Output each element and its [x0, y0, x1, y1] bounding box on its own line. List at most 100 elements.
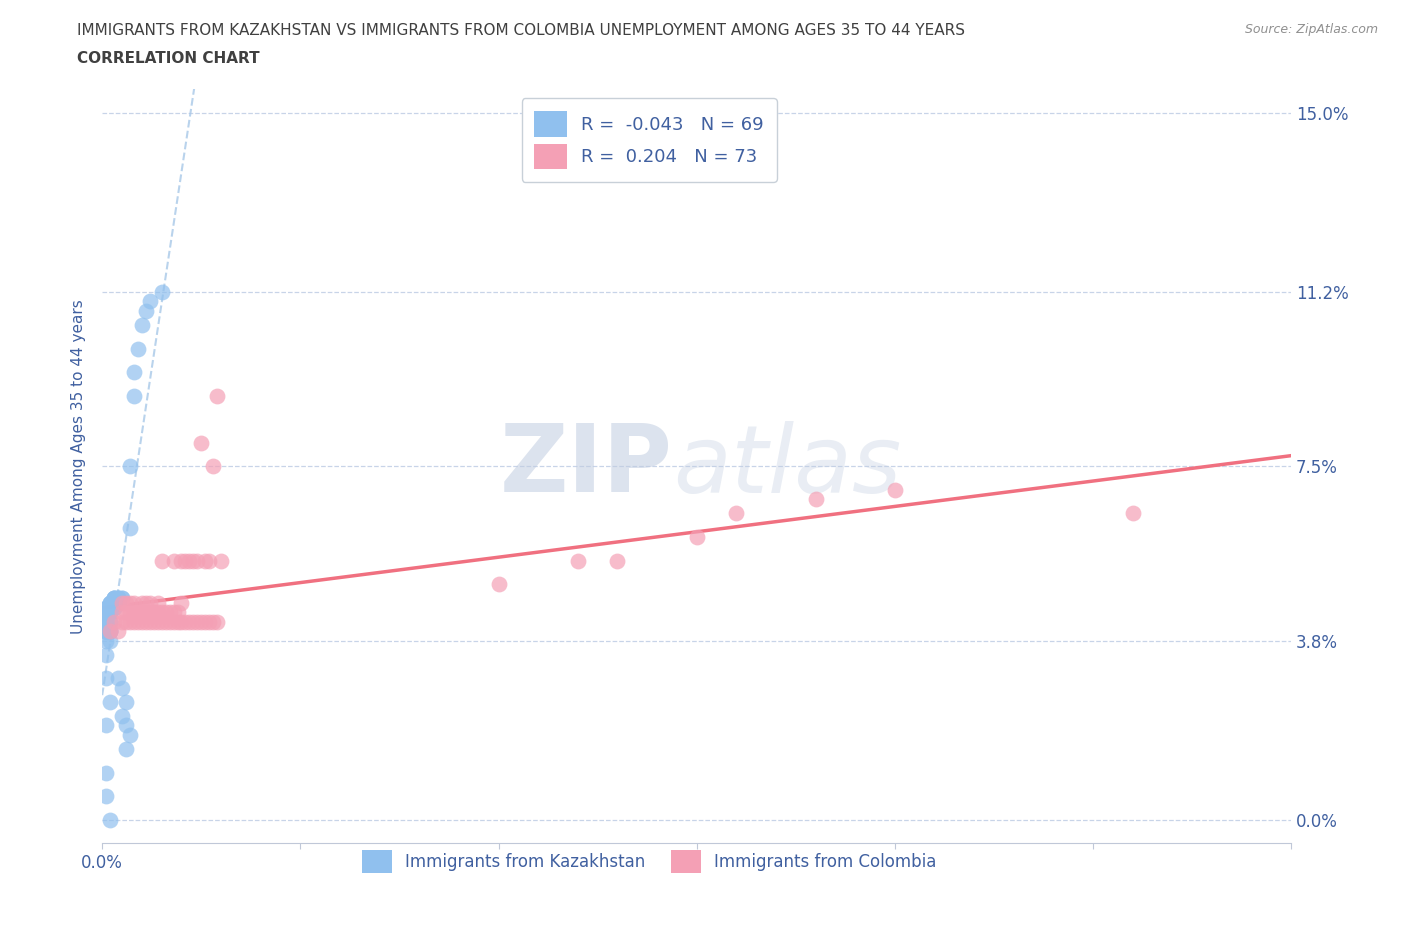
Point [103, 595, 125, 610]
Point [142, 604, 165, 619]
Point [96, 624, 118, 639]
Point [118, 520, 141, 535]
Point [150, 604, 173, 619]
Point [131, 615, 153, 630]
Point [183, 553, 205, 568]
Point [122, 388, 145, 403]
Point [115, 595, 138, 610]
Point [1122, 506, 1144, 521]
Point [150, 553, 173, 568]
Point [194, 553, 217, 568]
Text: ZIP: ZIP [501, 420, 673, 512]
Point [170, 615, 193, 630]
Point [98, 624, 121, 639]
Point [118, 595, 141, 610]
Point [98, 633, 121, 648]
Point [198, 615, 221, 630]
Point [98, 615, 121, 630]
Point [96, 624, 118, 639]
Point [139, 294, 162, 309]
Point [122, 365, 145, 379]
Point [98, 604, 121, 619]
Point [103, 595, 125, 610]
Point [96, 624, 118, 639]
Point [725, 506, 748, 521]
Point [686, 529, 709, 544]
Point [115, 741, 138, 756]
Point [111, 591, 134, 605]
Point [98, 600, 121, 615]
Point [122, 604, 145, 619]
Point [111, 709, 134, 724]
Point [186, 615, 208, 630]
Point [183, 615, 205, 630]
Y-axis label: Unemployment Among Ages 35 to 44 years: Unemployment Among Ages 35 to 44 years [72, 299, 86, 633]
Point [174, 553, 197, 568]
Point [96, 604, 118, 619]
Point [202, 615, 225, 630]
Point [103, 591, 125, 605]
Point [103, 595, 125, 610]
Point [98, 624, 121, 639]
Point [186, 553, 208, 568]
Point [883, 483, 905, 498]
Point [103, 591, 125, 605]
Point [209, 553, 232, 568]
Point [190, 615, 212, 630]
Point [115, 718, 138, 733]
Text: CORRELATION CHART: CORRELATION CHART [77, 51, 260, 66]
Point [96, 789, 118, 804]
Point [107, 595, 129, 610]
Point [135, 604, 157, 619]
Point [96, 615, 118, 630]
Point [122, 615, 145, 630]
Point [98, 600, 121, 615]
Point [135, 615, 157, 630]
Point [139, 615, 162, 630]
Point [96, 718, 118, 733]
Point [98, 595, 121, 610]
Point [96, 671, 118, 685]
Point [159, 604, 181, 619]
Point [111, 591, 134, 605]
Point [98, 812, 121, 827]
Point [198, 553, 221, 568]
Point [103, 600, 125, 615]
Point [96, 765, 118, 780]
Point [131, 317, 153, 332]
Point [131, 604, 153, 619]
Point [98, 615, 121, 630]
Point [170, 595, 193, 610]
Point [96, 624, 118, 639]
Point [135, 303, 157, 318]
Point [146, 615, 169, 630]
Point [170, 553, 193, 568]
Point [98, 695, 121, 710]
Point [127, 604, 149, 619]
Point [205, 615, 228, 630]
Point [107, 591, 129, 605]
Point [146, 595, 169, 610]
Point [98, 600, 121, 615]
Point [107, 591, 129, 605]
Point [155, 615, 177, 630]
Legend: Immigrants from Kazakhstan, Immigrants from Colombia: Immigrants from Kazakhstan, Immigrants f… [356, 844, 943, 880]
Point [122, 595, 145, 610]
Point [111, 604, 134, 619]
Point [131, 595, 153, 610]
Point [179, 553, 201, 568]
Point [107, 595, 129, 610]
Point [96, 615, 118, 630]
Point [194, 615, 217, 630]
Point [118, 458, 141, 473]
Point [115, 695, 138, 710]
Point [98, 600, 121, 615]
Point [96, 624, 118, 639]
Point [96, 647, 118, 662]
Point [190, 435, 212, 450]
Point [202, 458, 225, 473]
Point [103, 595, 125, 610]
Point [606, 553, 628, 568]
Point [98, 624, 121, 639]
Point [159, 615, 181, 630]
